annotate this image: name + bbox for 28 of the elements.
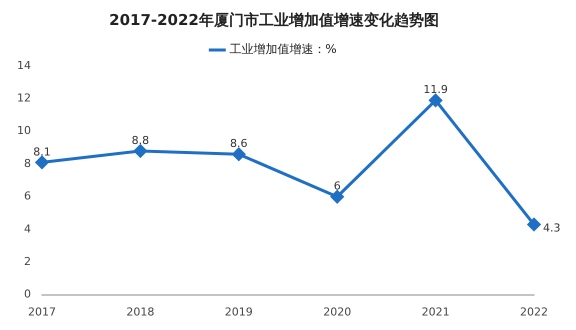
point bbox=[429, 94, 442, 107]
data-label: 8.6 bbox=[230, 137, 248, 150]
data-label: 8.8 bbox=[132, 134, 150, 147]
x-tick-label: 2021 bbox=[422, 305, 450, 318]
data-label: 4.3 bbox=[543, 221, 560, 234]
y-tick-label: 4 bbox=[24, 222, 31, 236]
y-tick-label: 10 bbox=[16, 124, 31, 138]
y-tick-label: 8 bbox=[24, 156, 31, 170]
x-tick-label: 2017 bbox=[28, 305, 56, 318]
x-tick-label: 2020 bbox=[323, 305, 352, 318]
legend-label: 工业增加值增速：% bbox=[229, 42, 337, 56]
x-tick-label: 2022 bbox=[520, 305, 548, 318]
x-tick-label: 2019 bbox=[224, 305, 253, 318]
y-tick-label: 14 bbox=[16, 58, 31, 72]
point bbox=[528, 218, 540, 232]
data-label: 6 bbox=[334, 180, 341, 193]
point bbox=[330, 190, 344, 204]
data-label: 11.9 bbox=[423, 83, 448, 96]
point bbox=[134, 144, 147, 158]
y-tick-label: 12 bbox=[16, 92, 31, 105]
point bbox=[35, 156, 48, 169]
data-label: 8.1 bbox=[33, 145, 51, 158]
y-tick-label: 6 bbox=[24, 190, 31, 203]
y-tick-label: 0 bbox=[24, 288, 31, 301]
point bbox=[232, 148, 246, 161]
y-tick-label: 2 bbox=[24, 254, 31, 268]
x-tick-label: 2018 bbox=[126, 305, 154, 318]
chart-title: 2017-2022年厦门市工业增加值增速变化趋势图 bbox=[109, 10, 439, 29]
